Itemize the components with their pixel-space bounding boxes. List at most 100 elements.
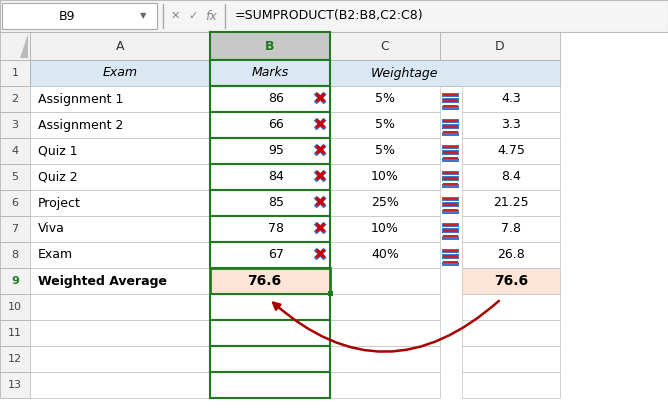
Text: 10%: 10% [371, 171, 399, 184]
Bar [210, 320, 330, 346]
Text: ✖: ✖ [313, 118, 327, 132]
Polygon shape [20, 34, 28, 58]
Bar [0, 138, 30, 164]
Bar [442, 197, 458, 201]
Bar [442, 228, 458, 233]
Bar [442, 131, 458, 133]
Bar [30, 216, 210, 242]
Bar [0, 60, 30, 86]
Text: ✖: ✖ [312, 194, 328, 213]
Bar [30, 346, 210, 372]
Bar [2, 3, 157, 29]
Text: 26.8: 26.8 [497, 249, 525, 262]
Text: ✓: ✓ [188, 11, 198, 21]
Bar [330, 138, 440, 164]
Bar [462, 268, 560, 294]
Text: 86: 86 [268, 92, 284, 105]
Bar [0, 268, 30, 294]
Text: 95: 95 [268, 144, 284, 158]
Bar [30, 86, 210, 112]
Bar [442, 229, 458, 231]
Text: ✖: ✖ [313, 170, 327, 184]
Text: B: B [265, 39, 275, 52]
FancyArrowPatch shape [273, 301, 499, 352]
Bar [210, 86, 330, 112]
Bar [210, 216, 330, 242]
Text: Project: Project [38, 197, 81, 210]
Bar [30, 60, 210, 86]
Bar [327, 291, 333, 296]
Bar [30, 320, 210, 346]
Text: 9: 9 [11, 276, 19, 286]
Bar [442, 197, 458, 200]
Bar [0, 216, 30, 242]
Text: Quiz 2: Quiz 2 [38, 171, 77, 184]
Bar [442, 92, 458, 97]
Text: 7: 7 [11, 224, 19, 234]
Bar [210, 372, 330, 398]
Text: 8.4: 8.4 [501, 171, 521, 184]
Text: ✖: ✖ [313, 247, 327, 262]
Text: ✖: ✖ [312, 116, 328, 134]
Bar [210, 60, 330, 86]
Bar [330, 164, 440, 190]
Bar [462, 86, 560, 112]
Text: 4.3: 4.3 [501, 92, 521, 105]
Bar [442, 208, 458, 211]
Bar [0, 294, 30, 320]
Text: 67: 67 [268, 249, 284, 262]
Text: Assignment 1: Assignment 1 [38, 92, 124, 105]
Bar [330, 268, 440, 294]
Text: 10: 10 [8, 302, 22, 312]
Bar [0, 320, 30, 346]
Bar [330, 32, 440, 60]
Bar [442, 176, 458, 181]
Bar [442, 150, 458, 155]
Text: 5%: 5% [375, 118, 395, 131]
Text: ▼: ▼ [140, 11, 146, 21]
Bar [30, 138, 210, 164]
Bar [442, 118, 458, 123]
Bar [442, 120, 458, 122]
Text: ✖: ✖ [313, 144, 327, 158]
Text: ✖: ✖ [312, 142, 328, 160]
Bar [462, 320, 560, 346]
Text: 40%: 40% [371, 249, 399, 262]
Bar [462, 242, 560, 268]
Text: 4.75: 4.75 [497, 144, 525, 158]
Text: 7.8: 7.8 [501, 223, 521, 236]
Bar [330, 190, 440, 216]
Bar [442, 98, 458, 102]
Bar [442, 157, 458, 159]
Bar [330, 112, 440, 138]
Text: 4: 4 [11, 146, 19, 156]
Text: 76.6: 76.6 [494, 274, 528, 288]
Text: ✕: ✕ [170, 11, 180, 21]
Bar [0, 190, 30, 216]
Bar [210, 164, 330, 190]
Bar [462, 216, 560, 242]
Text: 12: 12 [8, 354, 22, 364]
Bar [442, 151, 458, 153]
Bar [210, 268, 330, 294]
Bar [330, 320, 440, 346]
Bar [330, 242, 440, 268]
Text: ✖: ✖ [313, 221, 327, 236]
Text: 76.6: 76.6 [247, 274, 281, 288]
Bar [442, 105, 458, 110]
Text: 2: 2 [11, 94, 19, 104]
Text: 66: 66 [268, 118, 284, 131]
Text: 11: 11 [8, 328, 22, 338]
Bar [442, 210, 458, 214]
Text: Quiz 1: Quiz 1 [38, 144, 77, 158]
Bar [30, 294, 210, 320]
Bar [442, 124, 458, 129]
Bar [442, 262, 458, 266]
Bar [30, 268, 210, 294]
Bar [442, 236, 458, 240]
Text: ✖: ✖ [312, 220, 328, 239]
Text: ✖: ✖ [313, 92, 327, 107]
Text: A: A [116, 39, 124, 52]
Text: 25%: 25% [371, 197, 399, 210]
Bar [442, 171, 458, 174]
